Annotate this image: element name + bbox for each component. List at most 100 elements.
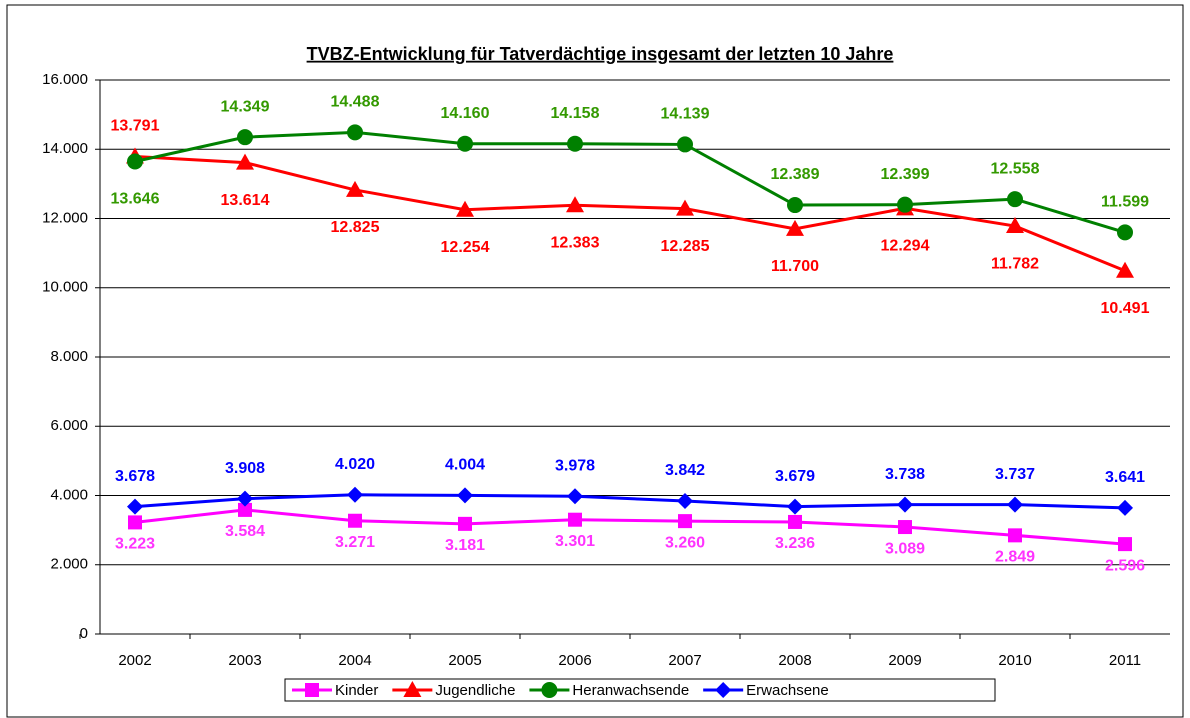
value-label: 11.782 [991,255,1039,272]
marker [567,135,583,152]
marker [236,153,254,170]
marker [1117,499,1133,516]
y-tick-label: 14.000 [42,140,88,157]
marker [787,498,803,515]
series-line [134,508,1126,546]
marker [347,124,363,141]
marker [788,514,802,529]
value-label: 3.737 [995,466,1035,483]
y-tick-label: 12.000 [42,209,88,226]
y-tick-label: 4.000 [50,486,88,503]
value-label: 3.842 [665,462,705,479]
x-tick-label: 2002 [118,652,151,669]
marker [237,129,253,146]
value-label: 12.399 [881,166,930,183]
y-tick-label: 10.000 [42,279,88,296]
value-label: 2.849 [995,549,1035,566]
marker [458,516,472,531]
marker [1116,261,1134,278]
value-label: 3.738 [885,466,925,483]
marker [347,486,363,503]
value-label: 12.383 [551,234,600,251]
value-label: 3.641 [1105,469,1145,486]
marker [1117,224,1133,241]
x-tick-label: 2011 [1109,652,1141,669]
value-label: 3.678 [115,468,155,485]
value-label: 12.825 [331,219,380,236]
marker [456,200,474,217]
y-tick-label: 16.000 [42,71,88,88]
legend-label: Heranwachsende [572,682,689,699]
x-tick-label: 2010 [998,652,1031,669]
chart-title: TVBZ-Entwicklung für Tatverdächtige insg… [307,44,894,64]
marker [715,682,732,698]
value-label: 3.223 [115,536,155,553]
value-label: 12.389 [771,166,820,183]
marker [786,219,804,236]
marker [127,153,143,170]
value-label: 12.294 [881,238,930,255]
value-label: 10.491 [1101,300,1150,317]
value-label: 12.558 [991,160,1040,177]
value-label: 14.139 [661,106,710,123]
x-tick-label: 2003 [228,652,261,669]
value-label: 2.596 [1105,557,1145,574]
marker [567,488,583,505]
value-label: 11.700 [771,258,819,275]
marker [677,136,693,153]
marker [898,520,912,535]
value-label: 13.791 [111,118,160,135]
marker [403,681,422,697]
marker [128,515,142,530]
marker [787,197,803,214]
y-tick-label: 8.000 [50,348,88,365]
value-label: 3.584 [225,523,265,540]
value-label: 12.285 [661,238,710,255]
value-label: 3.089 [885,540,925,557]
marker [1008,528,1022,543]
legend-label: Erwachsene [746,682,829,699]
marker [348,513,362,528]
marker [568,512,582,527]
marker [457,135,473,152]
legend-label: Kinder [335,682,378,699]
value-label: 14.349 [221,98,270,115]
series-line [134,130,1126,234]
value-label: 13.614 [221,192,270,209]
marker [676,199,694,216]
marker [127,498,143,515]
value-label: 3.271 [335,534,375,551]
marker [541,682,558,698]
value-label: 14.160 [441,105,490,122]
y-tick-label: 6.000 [50,417,88,434]
value-label: 12.254 [441,239,490,256]
marker [305,683,319,697]
marker [457,487,473,504]
value-label: 3.679 [775,468,815,485]
legend-box [284,678,996,702]
chart-frame [6,4,1184,718]
value-label: 3.181 [445,537,485,554]
value-label: 11.599 [1101,194,1149,211]
legend: Kinder Jugendliche Heranwachsende Erwachsen… [284,678,996,702]
marker [897,496,913,513]
x-tick-label: 2004 [338,652,371,669]
series-line [134,154,1126,273]
value-label: 14.158 [551,105,600,122]
value-label: 3.908 [225,460,265,477]
value-label: 3.236 [775,535,815,552]
series-line [134,493,1126,510]
marker [346,180,364,197]
marker [1118,537,1132,552]
x-tick-label: 2007 [668,652,701,669]
marker [678,514,692,529]
value-label: 4.020 [335,456,375,473]
value-label: 3.301 [555,533,595,550]
value-label: 4.004 [445,457,485,474]
marker [566,196,584,213]
marker [238,502,252,517]
legend-label: Jugendliche [435,682,515,699]
value-label: 13.646 [111,191,160,208]
marker [237,490,253,507]
